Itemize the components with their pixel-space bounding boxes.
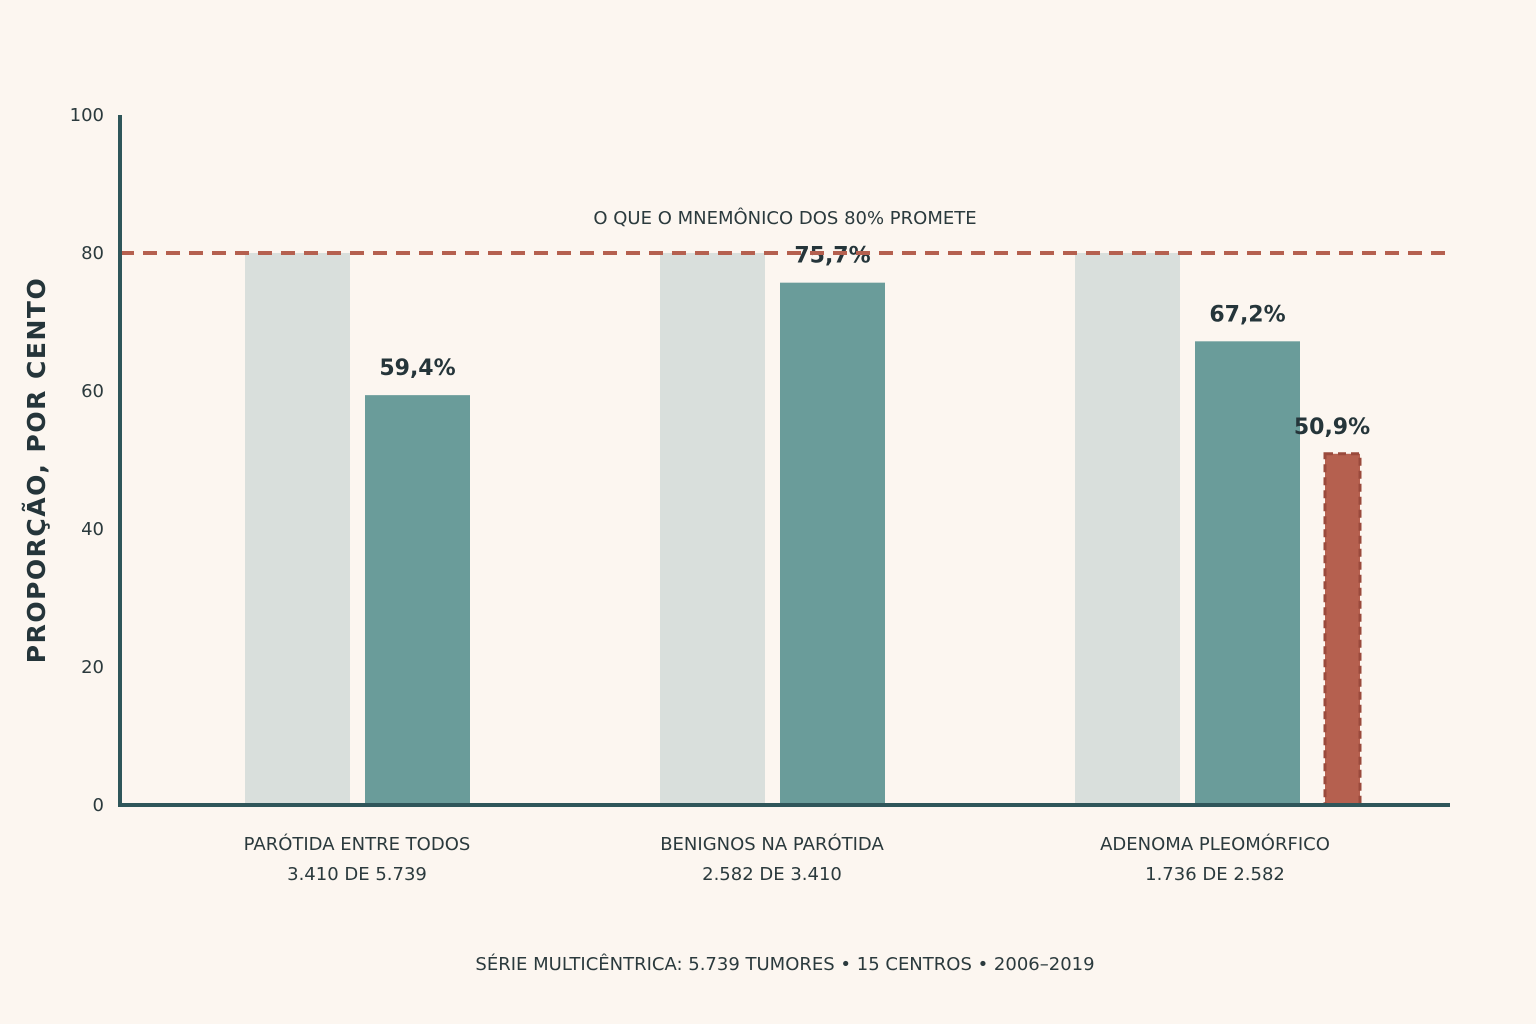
bar bbox=[1195, 341, 1300, 805]
bar-value-label: 75,7% bbox=[794, 244, 870, 269]
bar bbox=[245, 253, 350, 805]
reference-line-label: O QUE O MNEMÔNICO DOS 80% PROMETE bbox=[593, 207, 976, 229]
bar-value-label: 59,4% bbox=[379, 356, 455, 381]
category-label: BENIGNOS NA PARÓTIDA bbox=[660, 833, 884, 855]
category-sublabel: 2.582 DE 3.410 bbox=[702, 864, 842, 885]
bar-value-label: 50,9% bbox=[1294, 415, 1370, 440]
category-sublabel: 3.410 DE 5.739 bbox=[287, 864, 427, 885]
bar-value-label: 67,2% bbox=[1209, 302, 1285, 327]
y-tick-label: 40 bbox=[81, 519, 104, 540]
y-tick-label: 0 bbox=[93, 795, 104, 816]
chart-caption: SÉRIE MULTICÊNTRICA: 5.739 TUMORES • 15 … bbox=[475, 953, 1094, 975]
bar bbox=[780, 282, 885, 805]
category-sublabel: 1.736 DE 2.582 bbox=[1145, 864, 1285, 885]
y-axis-label: PROPORÇÃO, POR CENTO bbox=[22, 277, 51, 663]
y-tick-label: 100 bbox=[70, 105, 104, 126]
y-tick-label: 20 bbox=[81, 657, 104, 678]
bar-highlight bbox=[1323, 452, 1362, 807]
bar bbox=[365, 395, 470, 805]
category-label: ADENOMA PLEOMÓRFICO bbox=[1100, 833, 1330, 855]
bar bbox=[660, 253, 765, 805]
y-tick-label: 60 bbox=[81, 381, 104, 402]
y-tick-label: 80 bbox=[81, 243, 104, 264]
bar bbox=[1075, 253, 1180, 805]
category-label: PARÓTIDA ENTRE TODOS bbox=[244, 833, 471, 855]
